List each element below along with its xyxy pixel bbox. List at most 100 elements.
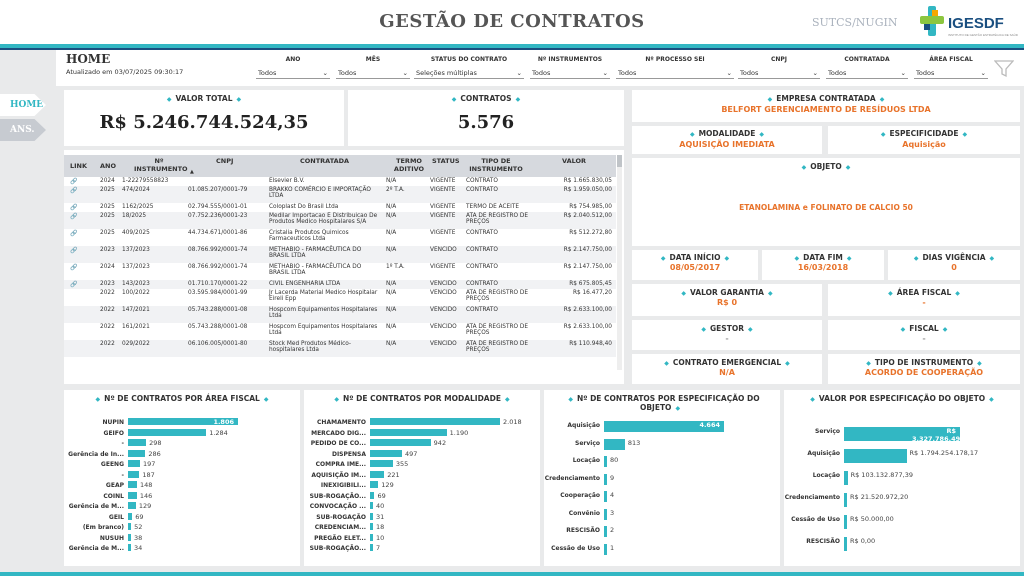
chart-bar[interactable] (370, 460, 393, 467)
link-icon[interactable]: 🔗 (70, 230, 78, 237)
chart-bar[interactable] (128, 470, 140, 478)
chart-bar[interactable] (370, 512, 373, 520)
table-cell: VIGENTE (430, 187, 456, 193)
top-accent-bar (0, 44, 1024, 48)
chart-bar[interactable] (370, 418, 500, 425)
link-icon[interactable]: 🔗 (70, 247, 78, 254)
chart-bar[interactable] (370, 449, 403, 457)
filter-cnpj[interactable]: CNPJ Todos ⌄ (738, 56, 820, 79)
chart-bar[interactable] (128, 533, 131, 541)
table-cell: ATA DE REGISTRO DE PREÇOS (466, 324, 529, 336)
filter-bar: HOME Atualizado em 03/07/2025 09:30:17 A… (56, 50, 1024, 86)
card-especificidade: ◆ ESPECIFICIDADE ◆ Aquisição (828, 126, 1020, 154)
filter-processo-sei[interactable]: Nº PROCESSO SEI Todos ⌄ (616, 56, 734, 79)
table-cell: R$ 16.477,20 (572, 290, 612, 296)
chart-bar[interactable] (604, 508, 607, 520)
chevron-down-icon: ⌄ (980, 69, 986, 77)
table-cell: CONTRATO (466, 281, 498, 287)
chart-bar[interactable] (844, 471, 848, 485)
chart-category-label: Credenciamento (784, 494, 840, 501)
chart-bar[interactable] (604, 473, 607, 485)
chart-category-label: NUPIN (102, 419, 124, 426)
link-icon[interactable]: 🔗 (70, 178, 78, 185)
chart-bar[interactable] (128, 428, 207, 436)
chart-bar[interactable] (844, 427, 960, 441)
card-contrato-emergencial: ◆ CONTRATO EMERGENCIAL ◆ N/A (632, 354, 822, 384)
chart-bar[interactable] (844, 515, 847, 529)
filter-status[interactable]: STATUS DO CONTRATO Seleções múltiplas ⌄ (414, 56, 524, 79)
table-row[interactable]: 🔗 2025 474/2024 01.085.207/0001-79 BRAKKO CO… (64, 186, 616, 203)
chart-bar[interactable] (370, 502, 373, 509)
chart-bar[interactable] (128, 544, 131, 551)
table-cell: R$ 2.040.512,00 (563, 213, 612, 219)
nav-ans[interactable]: ANS. (0, 119, 46, 141)
table-cell: 01.710.170/0001-22 (188, 281, 248, 287)
chart-bar[interactable] (128, 449, 146, 457)
chart-bar[interactable] (128, 460, 140, 467)
chart-bar[interactable] (128, 439, 147, 446)
chart-bar[interactable] (370, 470, 385, 478)
chart-bar[interactable] (370, 481, 379, 488)
chart-bar[interactable] (844, 537, 847, 551)
link-icon[interactable]: 🔗 (70, 264, 78, 271)
table-row[interactable]: 🔗 2024 1-22279558823 Elsevier B.V. N/A VIGENT… (64, 177, 616, 186)
chart-bar[interactable] (128, 491, 137, 499)
chart-bar[interactable] (604, 491, 607, 502)
table-row[interactable]: 🔗 2025 1162/2025 02.794.555/0001-01 Coloplas… (64, 203, 616, 212)
link-icon[interactable]: 🔗 (70, 187, 78, 194)
chart-bar[interactable] (370, 439, 431, 446)
table-cell: Stock Med Produtos Médico-hospitalares L… (269, 341, 351, 353)
filter-contratada[interactable]: CONTRATADA Todos ⌄ (826, 56, 908, 79)
chart-bar[interactable] (604, 543, 607, 555)
sort-asc-icon[interactable]: ▲ (190, 169, 194, 175)
chart-value-label: 3 (610, 508, 615, 517)
chart-bar[interactable] (128, 502, 136, 509)
table-row[interactable]: 🔗 2025 18/2025 07.752.236/0001-23 Medilar Im… (64, 212, 616, 229)
table-cell: R$ 2.147.750,00 (563, 264, 612, 270)
chart-bar[interactable] (128, 418, 238, 425)
chart-bar[interactable] (604, 526, 607, 537)
filter-mes[interactable]: MÊS Todos ⌄ (336, 56, 410, 79)
chart-bar[interactable] (604, 421, 724, 432)
table-cell: Elsevier B.V. (269, 178, 305, 184)
table-cell: TERMO DE ACEITE (466, 204, 520, 210)
chart-bar[interactable] (370, 428, 447, 436)
chart-bar[interactable] (128, 481, 137, 488)
filter-area-fiscal[interactable]: ÁREA FISCAL Todos ⌄ (914, 56, 988, 79)
filter-ano[interactable]: ANO Todos ⌄ (256, 56, 330, 79)
svg-text:IGESDF: IGESDF (948, 15, 1004, 32)
chart-bar[interactable] (604, 456, 607, 467)
table-row[interactable]: 2022 029/2022 06.106.005/0001-80 Stock Med … (64, 340, 616, 357)
chart-bar[interactable] (604, 438, 625, 450)
table-row[interactable]: 🔗 2025 409/2025 44.734.671/0001-86 Cristalia… (64, 229, 616, 246)
filter-instrumentos[interactable]: Nº INSTRUMENTOS Todos ⌄ (530, 56, 610, 79)
chart-bar[interactable] (370, 544, 373, 551)
table-cell: 1º T.A. (386, 264, 405, 270)
chart-bar[interactable] (128, 512, 133, 520)
nav-home[interactable]: HOME (0, 94, 46, 116)
chart-bar[interactable] (370, 523, 373, 530)
table-row[interactable]: 2022 161/2021 05.743.288/0001-08 Hospcom Eq… (64, 323, 616, 340)
table-row[interactable]: 🔗 2023 143/2023 01.710.170/0001-22 CIVIL ENG… (64, 280, 616, 289)
chart-bar[interactable] (844, 449, 907, 463)
chart-bar[interactable] (370, 533, 373, 541)
link-icon[interactable]: 🔗 (70, 204, 78, 211)
table-row[interactable]: 2022 100/2022 03.595.984/0001-99 Jr Lacerda… (64, 289, 616, 306)
igesdf-logo: IGESDF INSTITUTO DE GESTÃO ESTRATÉGICA D… (920, 6, 1018, 37)
chart-bar[interactable] (844, 493, 847, 507)
link-icon[interactable]: 🔗 (70, 213, 78, 220)
table-row[interactable]: 🔗 2024 137/2023 08.766.992/0001-74 METHABIO … (64, 263, 616, 280)
chart-category-label: Aquisição (807, 450, 840, 457)
table-cell: N/A (386, 213, 397, 219)
table-cell: R$ 675.805,45 (569, 281, 612, 287)
card-empresa: ◆ EMPRESA CONTRATADA ◆ BELFORT GERENCIAMEN… (632, 90, 1020, 122)
chart-bar[interactable] (128, 523, 132, 530)
card-dias-vigencia: ◆ DIAS VIGÊNCIA ◆ 0 (888, 250, 1020, 280)
filter-funnel-icon[interactable] (994, 60, 1014, 78)
table-scrollbar[interactable] (617, 155, 622, 370)
table-row[interactable]: 2022 147/2021 05.743.288/0001-08 Hospcom Eq… (64, 306, 616, 323)
chart-value-label: 80 (610, 456, 619, 464)
link-icon[interactable]: 🔗 (70, 281, 78, 288)
table-row[interactable]: 🔗 2023 137/2023 08.766.992/0001-74 METHABIO … (64, 246, 616, 263)
chart-bar[interactable] (370, 491, 375, 499)
